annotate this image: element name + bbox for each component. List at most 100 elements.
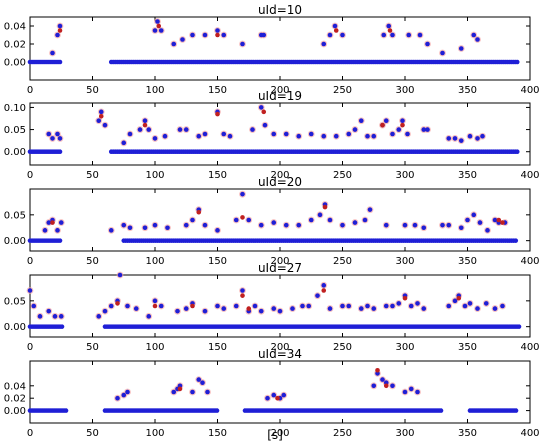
highlight-point (387, 28, 393, 33)
data-point (425, 41, 430, 47)
data-point (240, 41, 245, 47)
highlight-point (142, 122, 148, 128)
x-tick-label: 150 (208, 428, 227, 439)
data-point (485, 228, 490, 233)
data-point (152, 298, 158, 304)
data-point (340, 303, 345, 309)
highlight-point (215, 111, 220, 117)
data-point (500, 303, 505, 309)
data-point (108, 303, 114, 309)
data-point (362, 217, 368, 223)
plot-frame (29, 16, 531, 81)
data-point (446, 303, 452, 309)
highlight-point (321, 288, 327, 293)
data-point (115, 395, 120, 401)
data-point (202, 308, 208, 314)
data-point (467, 133, 473, 139)
data-point (102, 308, 108, 314)
x-tick-label: 250 (333, 85, 352, 96)
data-point (367, 207, 373, 212)
data-point (452, 298, 458, 304)
y-tick-label: 0.02 (4, 40, 26, 51)
highlight-point (50, 220, 55, 225)
data-point (27, 288, 33, 293)
data-point (317, 212, 323, 218)
data-point (475, 306, 480, 311)
data-point (421, 127, 427, 132)
data-point (127, 225, 133, 231)
data-point (365, 303, 370, 309)
data-point (352, 220, 358, 225)
data-point (200, 380, 205, 386)
x-tick-label: 250 (333, 428, 352, 439)
highlight-point (383, 383, 389, 389)
x-tick-label: 150 (208, 256, 227, 267)
data-point (483, 301, 489, 306)
data-point (215, 303, 220, 309)
data-point (440, 222, 445, 228)
x-tick-label: 400 (520, 256, 539, 267)
data-point (177, 127, 183, 132)
data-point (402, 389, 408, 395)
data-point (412, 222, 418, 228)
data-point (50, 136, 55, 141)
x-tick-label: 200 (270, 170, 289, 181)
x-axis-label: [s] (267, 428, 283, 442)
y-tick-label: 0.05 (4, 296, 26, 307)
data-point (371, 306, 377, 311)
data-point (315, 293, 320, 298)
data-point (471, 212, 477, 218)
data-point (215, 228, 220, 233)
data-point (365, 133, 370, 139)
x-tick-label: 0 (27, 256, 33, 267)
data-point (102, 122, 108, 128)
x-tick-label: 0 (27, 85, 33, 96)
data-point (271, 220, 277, 225)
data-point (402, 222, 408, 228)
data-point (321, 133, 327, 139)
data-point (346, 303, 352, 309)
data-point (227, 133, 233, 139)
chart-title: uId=20 (258, 175, 302, 189)
data-point (300, 303, 305, 309)
data-point (513, 408, 519, 413)
x-tick-label: 50 (86, 85, 99, 96)
data-point (258, 308, 264, 314)
data-point (121, 392, 127, 398)
data-point (352, 127, 358, 132)
data-point (196, 377, 202, 382)
x-tick-label: 350 (458, 342, 477, 353)
data-point (415, 301, 420, 306)
data-point (465, 217, 470, 223)
x-tick-label: 100 (145, 428, 164, 439)
data-point (57, 238, 63, 243)
data-point (142, 118, 148, 124)
data-point (183, 306, 189, 311)
highlight-point (98, 113, 104, 119)
highlight-point (57, 28, 63, 33)
data-point (205, 389, 210, 395)
data-point (240, 191, 245, 197)
data-point (190, 389, 195, 395)
y-tick-label: 0.02 (4, 394, 26, 405)
highlight-point (380, 122, 385, 128)
highlight-point (152, 303, 158, 309)
data-point (214, 408, 220, 413)
data-point (121, 140, 127, 146)
x-tick-label: 150 (208, 342, 227, 353)
data-point (458, 225, 464, 231)
highlight-point (275, 395, 280, 401)
data-point (133, 306, 139, 311)
chart-title: uId=34 (258, 347, 302, 361)
data-point (480, 133, 485, 139)
data-point (400, 118, 405, 124)
data-point (261, 32, 267, 38)
data-point (383, 303, 389, 309)
data-point (58, 314, 64, 319)
data-point (340, 32, 345, 38)
data-point (190, 32, 195, 38)
data-point (202, 32, 208, 38)
data-point (296, 222, 302, 228)
data-point (52, 314, 58, 319)
